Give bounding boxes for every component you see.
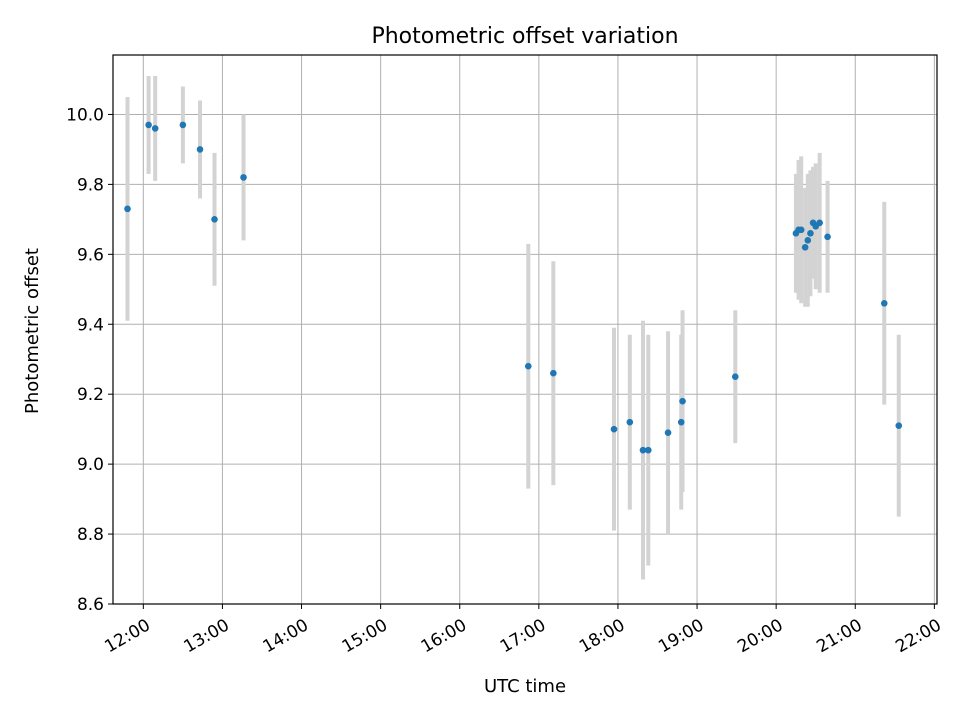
- data-point: [880, 299, 888, 307]
- x-tick-label: 18:00: [576, 615, 628, 657]
- data-point: [610, 425, 618, 433]
- data-point: [179, 121, 187, 129]
- y-tick-label: 8.8: [77, 525, 104, 545]
- data-point: [807, 230, 814, 237]
- y-tick-label: 9.2: [77, 385, 104, 405]
- x-tick-label: 13:00: [180, 615, 232, 657]
- data-point: [644, 446, 652, 454]
- grid: [113, 55, 937, 605]
- data-point: [151, 125, 159, 132]
- y-axis-ticks: 8.6 8.8 9.0 9.2 9.4 9.6 9.8 10.0: [66, 105, 113, 615]
- data-point: [124, 205, 131, 213]
- data-point: [639, 446, 647, 454]
- y-tick-label: 9.6: [77, 245, 104, 265]
- x-tick-label: 15:00: [339, 615, 391, 657]
- chart-title: Photometric offset variation: [371, 24, 678, 49]
- x-axis-ticks: 12:00 13:00 14:00 15:00 16:00 17:00 18:00 19:00…: [101, 604, 945, 657]
- data-point: [196, 146, 204, 153]
- x-tick-label: 21:00: [813, 615, 865, 657]
- data-point: [240, 174, 247, 181]
- y-axis-label: Photometric offset: [22, 248, 43, 414]
- data-point: [524, 362, 532, 370]
- data-points: [124, 121, 903, 454]
- x-tick-label: 20:00: [734, 615, 786, 657]
- data-point: [664, 429, 672, 436]
- data-point: [824, 233, 831, 241]
- x-axis-label: UTC time: [484, 676, 566, 697]
- data-point: [797, 226, 805, 234]
- y-tick-label: 10.0: [66, 105, 104, 125]
- data-point: [801, 244, 809, 251]
- data-point: [211, 216, 218, 223]
- data-point: [816, 219, 823, 227]
- y-tick-label: 9.0: [77, 455, 104, 475]
- data-point: [731, 373, 739, 381]
- y-tick-label: 9.4: [77, 315, 104, 335]
- x-tick-label: 17:00: [497, 615, 549, 657]
- data-point: [679, 397, 686, 405]
- x-tick-label: 19:00: [655, 615, 707, 657]
- errorbars: [125, 75, 901, 580]
- data-point: [804, 237, 812, 244]
- data-point: [550, 369, 557, 377]
- x-tick-label: 12:00: [101, 615, 153, 657]
- data-point: [895, 422, 903, 429]
- x-tick-label: 14:00: [260, 615, 312, 657]
- data-point: [145, 121, 152, 129]
- y-tick-label: 9.8: [77, 175, 104, 195]
- x-tick-label: 16:00: [418, 615, 470, 657]
- y-tick-label: 8.6: [77, 595, 104, 615]
- data-point: [626, 418, 634, 426]
- plot-frame: [112, 54, 938, 605]
- x-tick-label: 22:00: [892, 615, 944, 657]
- data-point: [677, 418, 685, 426]
